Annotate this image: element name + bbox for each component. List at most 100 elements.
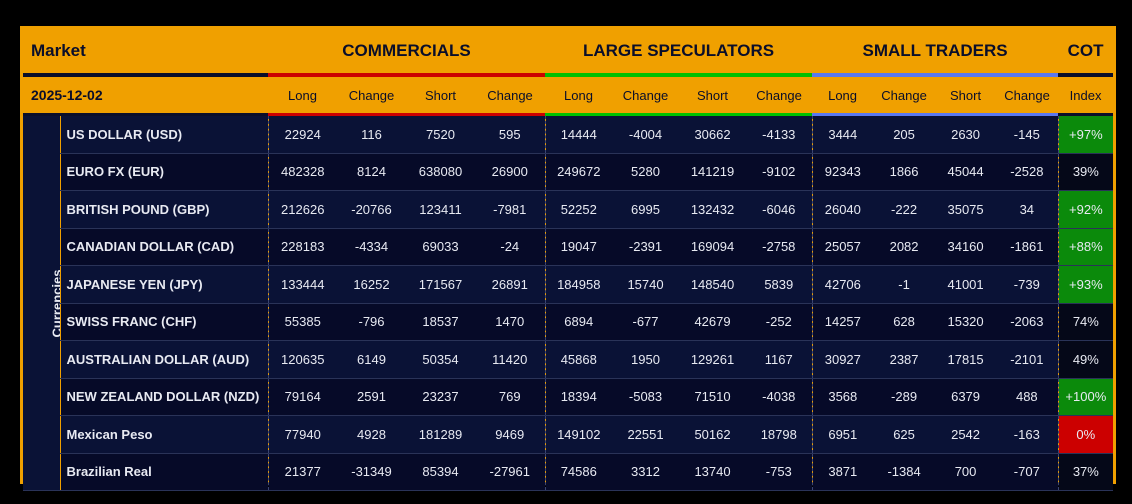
- small-traders-change-cell: -1384: [873, 453, 936, 491]
- market-name: EURO FX (EUR): [59, 153, 268, 191]
- commercials-short-cell: 181289: [406, 415, 475, 454]
- small-traders-change-cell: -2528: [996, 153, 1059, 191]
- large-speculators-short-cell: 42679: [679, 303, 747, 341]
- market-name: Mexican Peso: [59, 415, 268, 454]
- commercials-change-cell: 8124: [337, 153, 406, 191]
- small-traders-short-cell: 2542: [935, 415, 997, 454]
- small-traders-change-cell: -2101: [996, 340, 1059, 379]
- large-speculators-long-cell: 45868: [544, 340, 613, 379]
- small-traders-divider: [812, 73, 1059, 77]
- commercials-change-cell: -27961: [475, 453, 546, 491]
- cot-divider: [1058, 113, 1114, 116]
- commercials-change-cell: 116: [337, 116, 406, 154]
- small-traders-long-cell: 3444: [811, 116, 874, 154]
- commercials-change-cell: -24: [475, 228, 546, 266]
- market-name: JAPANESE YEN (JPY): [59, 265, 268, 304]
- commercials-long-cell: 22924: [267, 116, 337, 154]
- small-traders-long-cell: 3871: [811, 453, 874, 491]
- large-speculators-short-cell: 141219: [679, 153, 747, 191]
- small-traders-change-cell: 2387: [873, 340, 936, 379]
- small-traders-change-cell: 625: [873, 415, 936, 454]
- commercials-change-cell: 11420: [475, 340, 546, 379]
- cot-table: Market COMMERCIALS LARGE SPECULATORS SMA…: [23, 29, 1114, 491]
- small-traders-change-cell: -145: [996, 116, 1059, 154]
- small-traders-long-cell: 92343: [811, 153, 874, 191]
- large-speculators-change-cell: -2758: [746, 228, 813, 266]
- large-speculators-long-cell: 6894: [544, 303, 613, 341]
- large-speculators-short-cell: 13740: [679, 453, 747, 491]
- large-speculators-change-cell: 6995: [612, 190, 680, 229]
- small-traders-change-cell: -1: [873, 265, 936, 304]
- commercials-change-cell: 1470: [475, 303, 546, 341]
- large-speculators-change-header: Change: [622, 87, 669, 103]
- cot-index-cell: +92%: [1057, 190, 1114, 229]
- small-traders-long-cell: 30927: [811, 340, 874, 379]
- commercials-header: COMMERCIALS: [342, 41, 471, 60]
- large-speculators-long-cell: 184958: [544, 265, 613, 304]
- commercials-long-header: Long: [288, 87, 317, 103]
- table-row[interactable]: JAPANESE YEN (JPY) 133444 16252 171567 26891…: [23, 265, 1114, 304]
- commercials-change-cell: -4334: [337, 228, 406, 266]
- table-row[interactable]: NEW ZEALAND DOLLAR (NZD) 79164 2591 23237 76…: [23, 378, 1114, 416]
- market-name: AUSTRALIAN DOLLAR (AUD): [59, 340, 268, 379]
- commercials-long-cell: 21377: [267, 453, 337, 491]
- large-speculators-header: LARGE SPECULATORS: [582, 41, 775, 60]
- small-traders-short-cell: 35075: [935, 190, 997, 229]
- small-traders-change-cell: 488: [996, 378, 1059, 416]
- large-speculators-short-cell: 132432: [679, 190, 747, 229]
- market-name: CANADIAN DOLLAR (CAD): [59, 228, 268, 266]
- small-traders-change-cell: -222: [873, 190, 936, 229]
- commercials-short-cell: 85394: [406, 453, 475, 491]
- small-traders-short-cell: 41001: [935, 265, 997, 304]
- table-row[interactable]: EURO FX (EUR) 482328 8124 638080 26900 249672…: [23, 153, 1114, 191]
- commercials-short-header: Short: [424, 87, 457, 103]
- small-traders-change-cell: 1866: [873, 153, 936, 191]
- commercials-long-cell: 228183: [267, 228, 337, 266]
- small-traders-short-cell: 34160: [935, 228, 997, 266]
- large-speculators-long-cell: 52252: [544, 190, 613, 229]
- commercials-change-cell: 595: [475, 116, 546, 154]
- table-row[interactable]: Currencies US DOLLAR (USD) 22924 116 7520 595…: [23, 116, 1114, 491]
- table-row[interactable]: CANADIAN DOLLAR (CAD) 228183 -4334 69033 -24…: [23, 228, 1114, 266]
- market-divider: [23, 113, 268, 116]
- small-traders-change-header: Change: [881, 87, 927, 103]
- large-speculators-change-cell: 15740: [612, 265, 680, 304]
- large-speculators-short-cell: 129261: [679, 340, 747, 379]
- commercials-short-cell: 171567: [406, 265, 475, 304]
- table-row[interactable]: AUSTRALIAN DOLLAR (AUD) 120635 6149 50354 11…: [23, 340, 1114, 379]
- small-traders-long-cell: 26040: [811, 190, 874, 229]
- small-traders-long-cell: 25057: [811, 228, 874, 266]
- large-speculators-divider: [545, 73, 813, 77]
- commercials-short-cell: 23237: [406, 378, 475, 416]
- commercials-change-cell: -20766: [337, 190, 406, 229]
- commercials-change-header: Change: [487, 87, 533, 103]
- large-speculators-change-cell: -677: [612, 303, 680, 341]
- small-traders-header: SMALL TRADERS: [862, 41, 1008, 60]
- table-row[interactable]: BRITISH POUND (GBP) 212626 -20766 123411 -79…: [23, 190, 1114, 229]
- category-label-text: Currencies: [49, 269, 60, 337]
- commercials-change-cell: -31349: [337, 453, 406, 491]
- large-speculators-long-cell: 149102: [544, 415, 613, 454]
- small-traders-change-cell: 628: [873, 303, 936, 341]
- commercials-divider: [268, 113, 546, 116]
- large-speculators-short-header: Short: [696, 87, 729, 103]
- large-speculators-divider: [545, 113, 813, 116]
- cot-index-cell: 39%: [1057, 153, 1114, 191]
- table-row[interactable]: Mexican Peso 77940 4928 181289 9469 149102 225…: [23, 415, 1114, 454]
- category-label: Currencies: [23, 116, 60, 491]
- large-speculators-short-cell: 50162: [679, 415, 747, 454]
- table-row[interactable]: Brazilian Real 21377 -31349 85394 -27961 7458…: [23, 453, 1114, 491]
- cot-table-panel: Market COMMERCIALS LARGE SPECULATORS SMA…: [20, 26, 1116, 491]
- small-traders-long-cell: 14257: [811, 303, 874, 341]
- small-traders-short-cell: 15320: [935, 303, 997, 341]
- commercials-short-cell: 50354: [406, 340, 475, 379]
- table-row[interactable]: SWISS FRANC (CHF) 55385 -796 18537 1470 6894-…: [23, 303, 1114, 341]
- market-name: US DOLLAR (USD): [59, 116, 268, 154]
- cot-index-cell: 0%: [1057, 415, 1114, 454]
- cot-index-cell: +100%: [1057, 378, 1114, 416]
- small-traders-short-cell: 700: [935, 453, 997, 491]
- commercials-long-cell: 212626: [267, 190, 337, 229]
- cot-index-header: Index: [1069, 87, 1102, 103]
- small-traders-long-cell: 3568: [811, 378, 874, 416]
- large-speculators-change-header: Change: [756, 87, 802, 103]
